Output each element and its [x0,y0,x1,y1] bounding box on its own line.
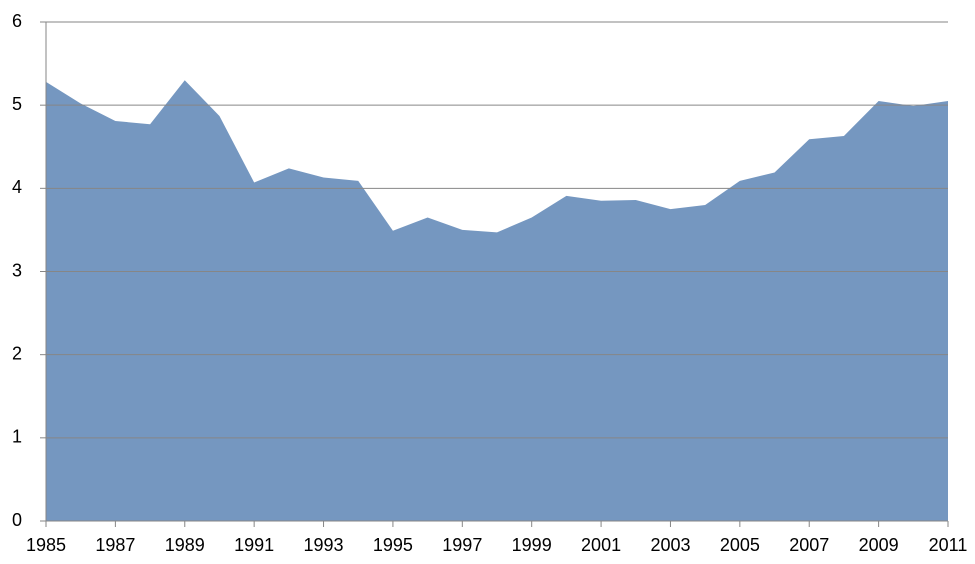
y-tick-label: 6 [12,11,22,31]
area [46,80,948,521]
x-tick-label: 1987 [95,535,135,555]
x-tick-label: 2003 [650,535,690,555]
x-tick-label: 2011 [929,535,968,555]
x-tick-label: 2007 [789,535,829,555]
x-tick-label: 2009 [859,535,899,555]
x-tick-label: 1993 [304,535,344,555]
x-tick-label: 2005 [720,535,760,555]
y-tick-label: 4 [12,177,22,197]
x-tick-label: 2001 [581,535,621,555]
y-tick-label: 1 [12,427,22,447]
x-tick-label: 1997 [442,535,482,555]
x-tick-label: 1995 [373,535,413,555]
x-tick-label: 1989 [165,535,205,555]
y-tick-label: 0 [12,510,22,530]
x-tick-label: 1999 [512,535,552,555]
y-tick-label: 5 [12,94,22,114]
x-tick-label: 1991 [234,535,274,555]
y-tick-label: 3 [12,260,22,280]
y-tick-label: 2 [12,343,22,363]
x-tick-label: 1985 [26,535,66,555]
